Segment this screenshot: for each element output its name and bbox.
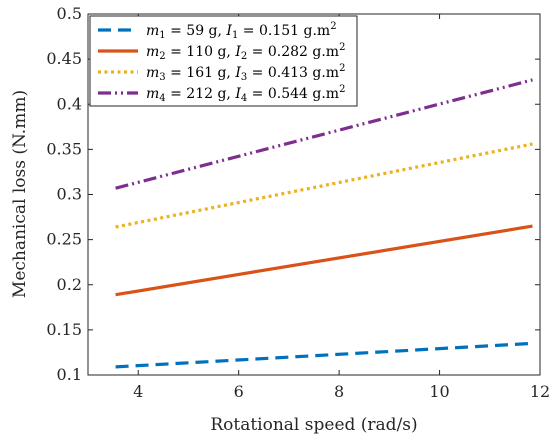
series-line-3 xyxy=(115,142,533,229)
legend-part-i-sub: 4 xyxy=(241,93,247,104)
axis-ticks: 4 6 8 10 120.10.150.20.250.30.350.40.450.5 xyxy=(46,4,550,401)
legend-part-m-sub: 4 xyxy=(159,93,165,104)
legend-box xyxy=(89,15,358,107)
plot-lines xyxy=(115,78,533,369)
legend-part-sup: 2 xyxy=(339,42,345,53)
legend-part-m: m xyxy=(146,86,159,102)
x-tick-label: 4 xyxy=(133,382,143,401)
y-tick-label: 0.5 xyxy=(57,4,82,23)
y-tick-label: 0.45 xyxy=(46,49,82,68)
legend-part-i-sub: 1 xyxy=(232,30,238,41)
series-line-4 xyxy=(115,78,533,190)
legend-part-mval: = 110 g, xyxy=(166,44,236,60)
legend-entry-1: m1 = 59 g, I1 = 0.151 g.m2 xyxy=(146,21,337,41)
y-tick-label: 0.2 xyxy=(57,275,82,294)
x-tick-label: 8 xyxy=(334,382,344,401)
legend-part-i-sub: 2 xyxy=(241,51,247,62)
legend-entry-3: m3 = 161 g, I3 = 0.413 g.m2 xyxy=(146,63,345,83)
y-tick-label: 0.15 xyxy=(46,320,82,339)
legend-part-sup: 2 xyxy=(339,63,345,74)
legend-part-mval: = 161 g, xyxy=(166,65,236,81)
legend-part-m-sub: 2 xyxy=(159,51,165,62)
legend-part-mval: = 212 g, xyxy=(166,86,236,102)
legend-entry-2: m2 = 110 g, I2 = 0.282 g.m2 xyxy=(146,42,345,62)
legend-part-m: m xyxy=(146,44,159,60)
x-tick-label: 10 xyxy=(429,382,449,401)
series-line-1 xyxy=(115,341,533,369)
y-tick-label: 0.35 xyxy=(46,139,82,158)
y-tick-label: 0.25 xyxy=(46,230,82,249)
series-line-2 xyxy=(115,224,533,297)
x-tick-label: 12 xyxy=(530,382,550,401)
legend-entry-4: m4 = 212 g, I4 = 0.544 g.m2 xyxy=(146,84,345,104)
legend-part-m-sub: 3 xyxy=(159,72,165,83)
legend-part-i: I xyxy=(234,65,241,81)
legend-part-mval: = 59 g, xyxy=(166,23,227,39)
legend-part-ival: = 0.282 g.m xyxy=(247,44,339,60)
x-axis-label: Rotational speed (rad/s) xyxy=(210,415,417,435)
legend-part-ival: = 0.544 g.m xyxy=(247,86,339,102)
x-tick-label: 6 xyxy=(234,382,244,401)
y-tick-label: 0.4 xyxy=(57,94,82,113)
y-axis-label: Mechanical loss (N.mm) xyxy=(10,90,30,298)
legend-part-i: I xyxy=(225,23,232,39)
y-tick-label: 0.3 xyxy=(57,185,82,204)
legend-part-m: m xyxy=(146,23,159,39)
legend-part-i-sub: 3 xyxy=(241,72,247,83)
legend-part-m-sub: 1 xyxy=(159,30,165,41)
legend-part-m: m xyxy=(146,65,159,81)
y-tick-label: 0.1 xyxy=(57,365,82,384)
legend-part-i: I xyxy=(234,44,241,60)
legend-part-sup: 2 xyxy=(339,84,345,95)
legend-part-sup: 2 xyxy=(330,21,336,32)
legend-part-i: I xyxy=(234,86,241,102)
legend-part-ival: = 0.413 g.m xyxy=(247,65,339,81)
legend-part-ival: = 0.151 g.m xyxy=(238,23,330,39)
